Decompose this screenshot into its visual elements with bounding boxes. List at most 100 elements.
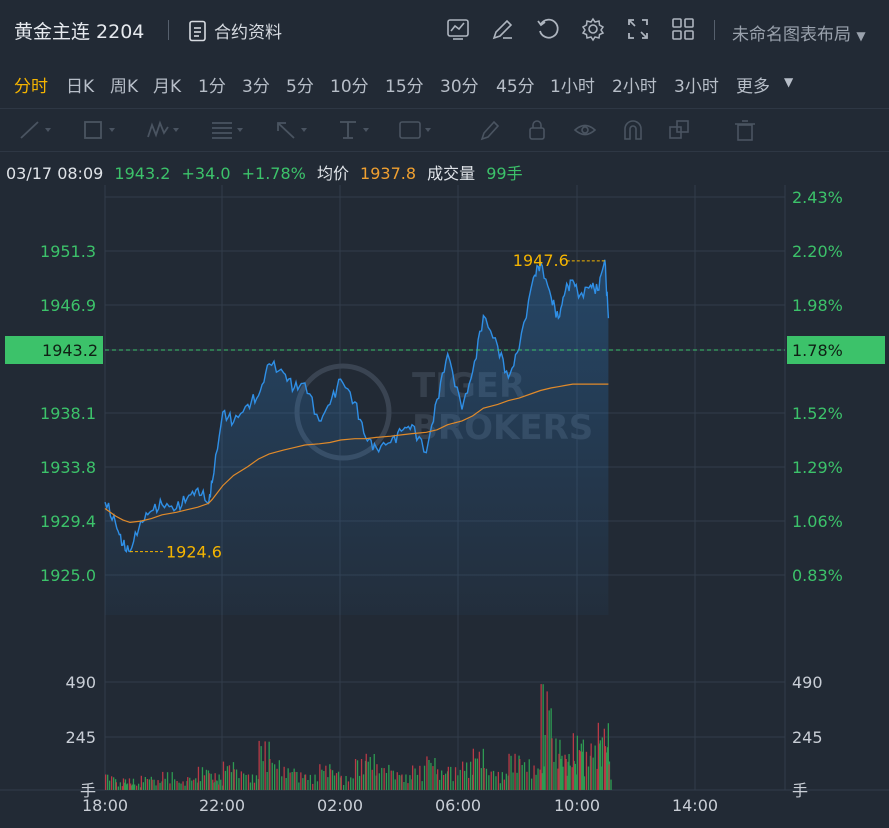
rectangle-tool-icon[interactable]: [82, 119, 116, 141]
volume-bar: [193, 779, 195, 790]
volume-bar: [578, 750, 580, 790]
period-tab[interactable]: 日K: [66, 77, 95, 97]
volume-bar: [441, 770, 443, 790]
line-tool-icon[interactable]: [18, 119, 52, 141]
period-tab[interactable]: 月K: [153, 77, 182, 97]
time-tick-label: 18:00: [82, 796, 128, 815]
volume-bar: [432, 766, 434, 790]
volume-bar: [403, 782, 405, 790]
instrument-title[interactable]: 黄金主连 2204: [14, 21, 145, 43]
fullscreen-icon[interactable]: [625, 16, 651, 42]
period-tab[interactable]: 45分: [496, 77, 535, 97]
volume-bar: [178, 782, 180, 790]
period-tab[interactable]: 2小时: [612, 77, 657, 97]
measure-tool-icon[interactable]: [336, 119, 370, 141]
volume-bar: [307, 780, 309, 790]
volume-bar: [298, 782, 300, 790]
volume-bar: [230, 772, 233, 790]
volume-bar: [356, 760, 359, 790]
trash-icon[interactable]: [734, 119, 768, 141]
period-tab[interactable]: 10分: [330, 77, 369, 97]
volume-bar: [174, 779, 176, 790]
volume-bar: [176, 781, 178, 790]
volume-bar: [490, 771, 492, 790]
period-tab[interactable]: 分时: [14, 77, 48, 97]
volume-bar: [581, 751, 584, 790]
volume-bar: [383, 768, 385, 790]
volume-bar: [186, 781, 188, 790]
period-tab[interactable]: 3小时: [674, 77, 719, 97]
volume-bar: [416, 774, 419, 790]
volume-bar: [340, 775, 342, 790]
volume-bar: [253, 782, 256, 790]
volume-bar: [323, 771, 325, 790]
edit-icon[interactable]: [490, 16, 516, 42]
volume-bar: [134, 784, 136, 790]
volume-bar: [388, 764, 390, 790]
layout-grid-icon[interactable]: [670, 16, 696, 42]
volume-bar: [592, 757, 594, 790]
volume-bar: [268, 741, 270, 790]
magnet-icon[interactable]: [621, 119, 655, 141]
period-tab[interactable]: 15分: [385, 77, 424, 97]
volume-bar: [123, 782, 125, 790]
contract-info-button[interactable]: 合约资料: [188, 18, 282, 43]
volume-bar: [327, 777, 329, 790]
chart-canvas[interactable]: TIGERBROKERS1947.61924.61951.31946.91938…: [0, 185, 889, 824]
period-tab[interactable]: 1小时: [550, 77, 595, 97]
volume-bar: [499, 783, 501, 790]
more-caret-icon[interactable]: ▼: [784, 75, 794, 89]
period-tab[interactable]: 30分: [440, 77, 479, 97]
volume-bar: [421, 781, 423, 790]
volume-bar: [381, 767, 383, 790]
volume-bar: [169, 783, 171, 790]
volume-bar: [540, 684, 542, 790]
period-tab[interactable]: 5分: [286, 77, 314, 97]
volume-bar: [367, 761, 369, 790]
volume-bar: [587, 766, 590, 790]
fibonacci-tool-icon[interactable]: [210, 119, 244, 141]
volume-bar: [119, 782, 121, 790]
lock-icon[interactable]: [527, 119, 561, 141]
volume-bar: [537, 768, 539, 790]
intraday-chart[interactable]: TIGERBROKERS1947.61924.61951.31946.91938…: [0, 185, 889, 824]
period-tab[interactable]: 3分: [242, 77, 270, 97]
arrow-tool-icon[interactable]: [274, 119, 308, 141]
caret-down-icon: ▼: [856, 29, 866, 43]
chart-type-icon[interactable]: [445, 16, 471, 42]
volume-bar: [472, 748, 474, 790]
volume-bar: [565, 759, 567, 790]
volume-bar: [144, 777, 146, 790]
period-tab[interactable]: 周K: [110, 77, 139, 97]
volume-bar: [243, 773, 245, 790]
eye-icon[interactable]: [573, 119, 607, 141]
period-tab[interactable]: 更多: [736, 77, 770, 97]
volume-bar: [262, 761, 264, 790]
volume-bar: [283, 766, 285, 791]
volume-bar: [214, 773, 216, 790]
volume-bar: [447, 771, 449, 790]
volume-bar: [266, 772, 268, 790]
volume-bar: [582, 739, 584, 790]
volume-bar: [140, 775, 142, 790]
top-bar: 黄金主连 2204 合约资料: [0, 0, 889, 60]
layout-selector[interactable]: 未命名图表布局 ▼: [732, 20, 866, 45]
volume-bar: [488, 775, 490, 790]
volume-bar: [138, 783, 140, 790]
volume-bar: [354, 759, 357, 790]
volume-bar: [276, 768, 278, 790]
pattern-tool-icon[interactable]: [146, 119, 180, 141]
price-tick-label: 1951.3: [40, 242, 96, 261]
volume-bar: [247, 774, 250, 790]
volume-bar: [269, 759, 271, 790]
volume-bar: [150, 776, 152, 790]
layers-icon[interactable]: [668, 119, 702, 141]
text-tool-icon[interactable]: [398, 119, 432, 141]
gear-icon[interactable]: [580, 16, 606, 42]
pen-icon[interactable]: [478, 119, 512, 141]
period-tab[interactable]: 1分: [198, 77, 226, 97]
volume-bar: [105, 774, 107, 790]
volume-bar: [409, 775, 411, 790]
refresh-icon[interactable]: [535, 16, 561, 42]
price-tick-label: 1938.1: [40, 404, 96, 423]
